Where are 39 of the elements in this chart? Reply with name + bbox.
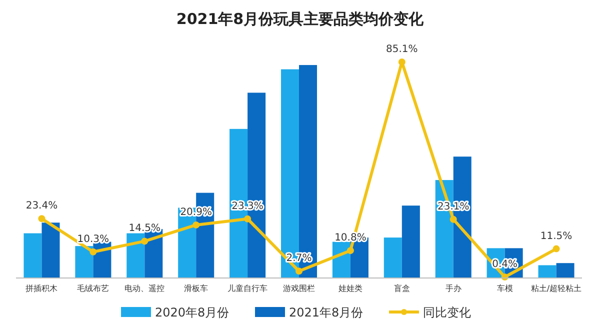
data-label: 85.1% <box>386 44 418 55</box>
x-tick-label: 毛绒布艺 <box>77 284 110 293</box>
x-tick-label: 拼插积木 <box>26 284 58 293</box>
x-tick-label: 手办 <box>445 284 462 293</box>
point <box>450 216 457 223</box>
x-tick-label: 盲盒 <box>394 284 410 293</box>
bar <box>402 206 420 278</box>
point <box>244 215 252 222</box>
data-label: 20.9% <box>180 206 212 218</box>
data-label: 23.4% <box>26 200 58 212</box>
data-label: 11.5% <box>540 230 572 242</box>
bar <box>384 238 402 278</box>
x-tick-label: 娃娃类 <box>338 284 362 293</box>
x-tick-label: 游戏围栏 <box>283 284 315 293</box>
bar <box>75 246 94 278</box>
point <box>38 215 46 222</box>
bar <box>42 222 60 278</box>
point <box>398 58 406 66</box>
legend-label: 2021年8月份 <box>289 306 364 320</box>
data-label: 23.3% <box>232 200 264 212</box>
point <box>141 238 148 245</box>
bar <box>538 265 556 278</box>
bar <box>556 263 574 278</box>
point <box>552 245 560 252</box>
x-tick-label: 电动、遥控 <box>124 284 165 293</box>
data-label: 14.5% <box>128 223 161 234</box>
x-tick-label: 车模 <box>496 284 513 293</box>
point <box>192 221 200 228</box>
x-tick-label: 儿童自行车 <box>228 284 268 293</box>
x-tick-label: 滑板车 <box>184 284 208 293</box>
bar <box>126 233 145 278</box>
point <box>296 268 302 275</box>
point <box>346 247 354 254</box>
bar <box>24 233 42 278</box>
legend-label: 2020年8月份 <box>155 306 230 320</box>
point <box>90 248 97 256</box>
chart-title: 2021年8月份玩具主要品类均价变化 <box>176 10 425 28</box>
legend-label: 同比变化 <box>423 306 471 320</box>
x-tick-label: 粘土/超轻粘土 <box>530 284 582 293</box>
